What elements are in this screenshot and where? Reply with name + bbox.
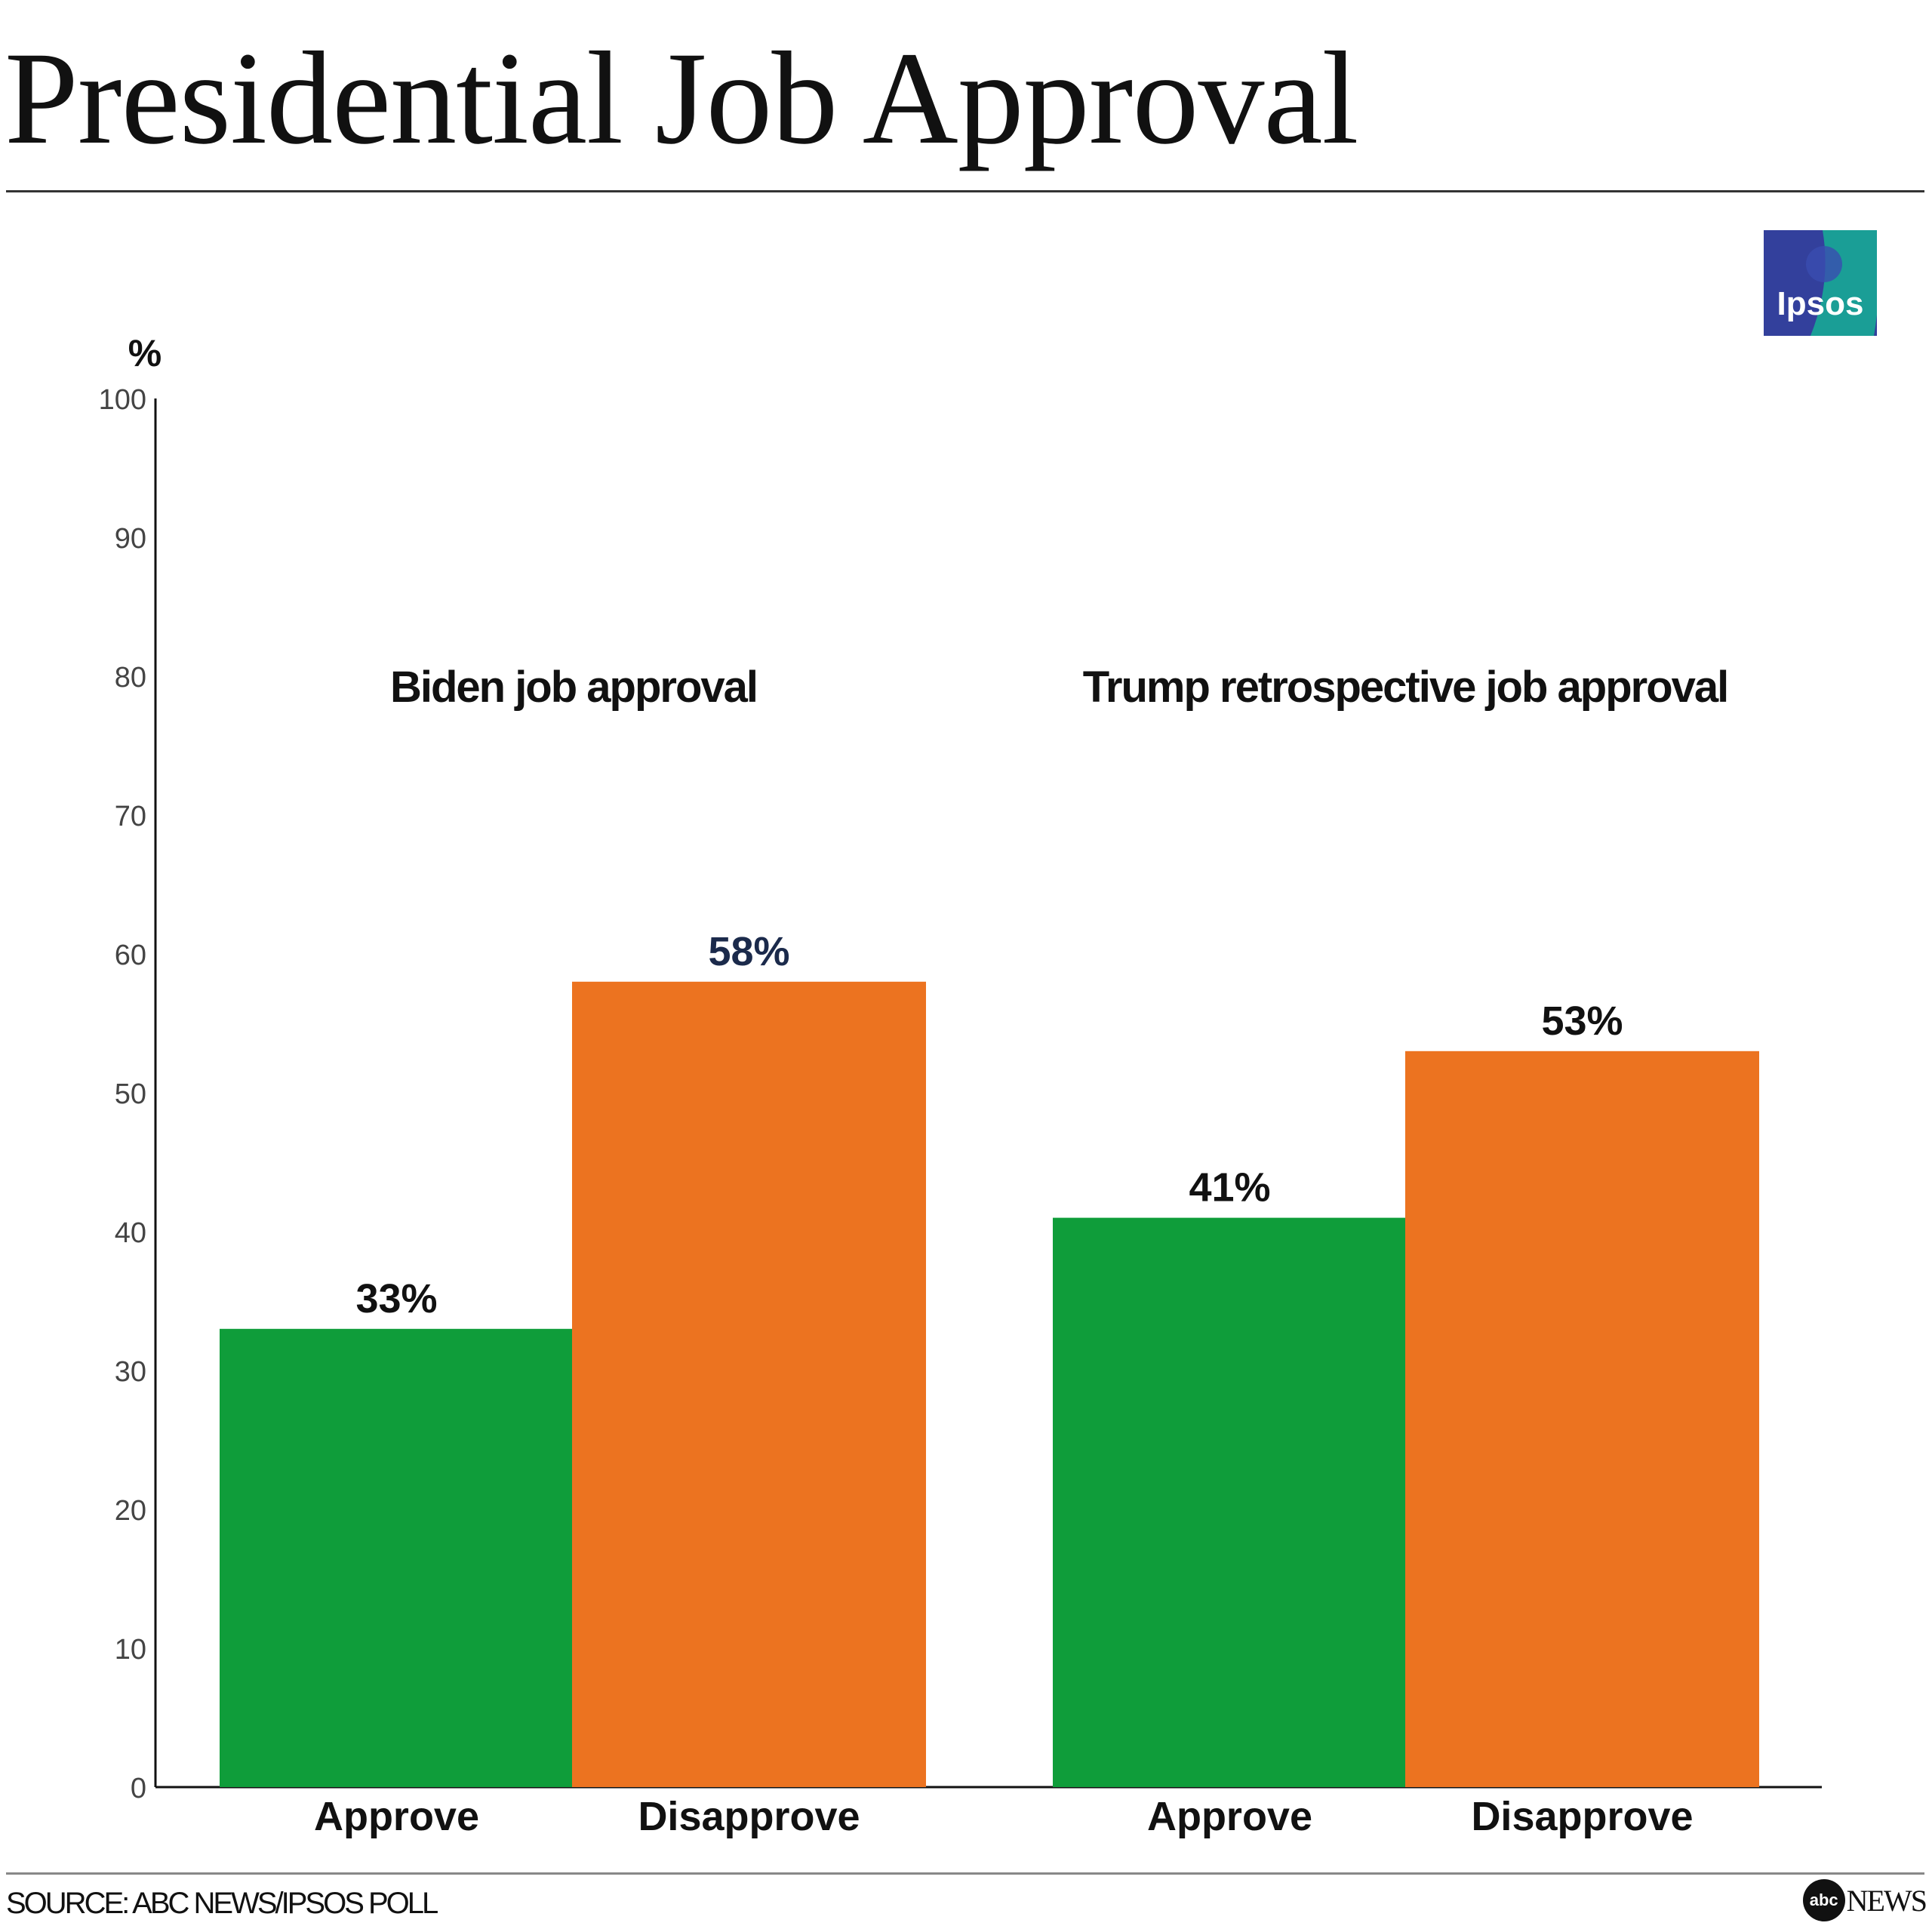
y-tick-label: 60 (115, 940, 146, 971)
svg-text:Ipsos: Ipsos (1777, 285, 1864, 322)
y-tick-label: 90 (115, 523, 146, 555)
abc-logo-news: NEWS (1846, 1883, 1927, 1918)
x-tick-label: Disapprove (638, 1794, 860, 1839)
y-tick-label: 70 (115, 801, 146, 832)
data-label: 33% (355, 1276, 437, 1321)
data-label: 41% (1189, 1165, 1270, 1211)
group-title: Biden job approval (390, 663, 757, 712)
title-divider (6, 190, 1924, 192)
bar-disapprove (572, 981, 926, 1787)
abc-news-logo: abc NEWS (1802, 1879, 1927, 1921)
y-tick-label: 10 (115, 1634, 146, 1666)
source-note: SOURCE: ABC NEWS/IPSOS POLL (6, 1887, 438, 1920)
chart-title: Presidential Job Approval (5, 25, 1358, 172)
data-label: 53% (1541, 998, 1623, 1044)
bar-disapprove (1405, 1051, 1759, 1787)
y-tick-label: 40 (115, 1217, 146, 1249)
y-axis-label: % (128, 332, 162, 374)
y-tick-label: 0 (131, 1773, 146, 1804)
y-tick-label: 50 (115, 1078, 146, 1110)
x-tick-label: Approve (314, 1794, 479, 1839)
footer-divider (6, 1872, 1924, 1875)
x-tick-label: Disapprove (1471, 1794, 1693, 1839)
y-tick-label: 20 (115, 1495, 146, 1527)
bars: Biden job approval 33% Approve 58% Disapprov… (220, 663, 1759, 1839)
ipsos-logo: Ipsos (1764, 230, 1877, 336)
y-tick-label: 100 (99, 384, 146, 416)
data-label: 58% (708, 929, 789, 974)
bar-approve (1053, 1217, 1407, 1787)
abc-logo-circle: abc (1802, 1879, 1845, 1921)
y-tick-label: 30 (115, 1356, 146, 1388)
bar-approve (220, 1328, 574, 1787)
x-tick-label: Approve (1147, 1794, 1312, 1839)
y-tick-label: 80 (115, 662, 146, 694)
group-title: Trump retrospective job approval (1083, 663, 1728, 712)
